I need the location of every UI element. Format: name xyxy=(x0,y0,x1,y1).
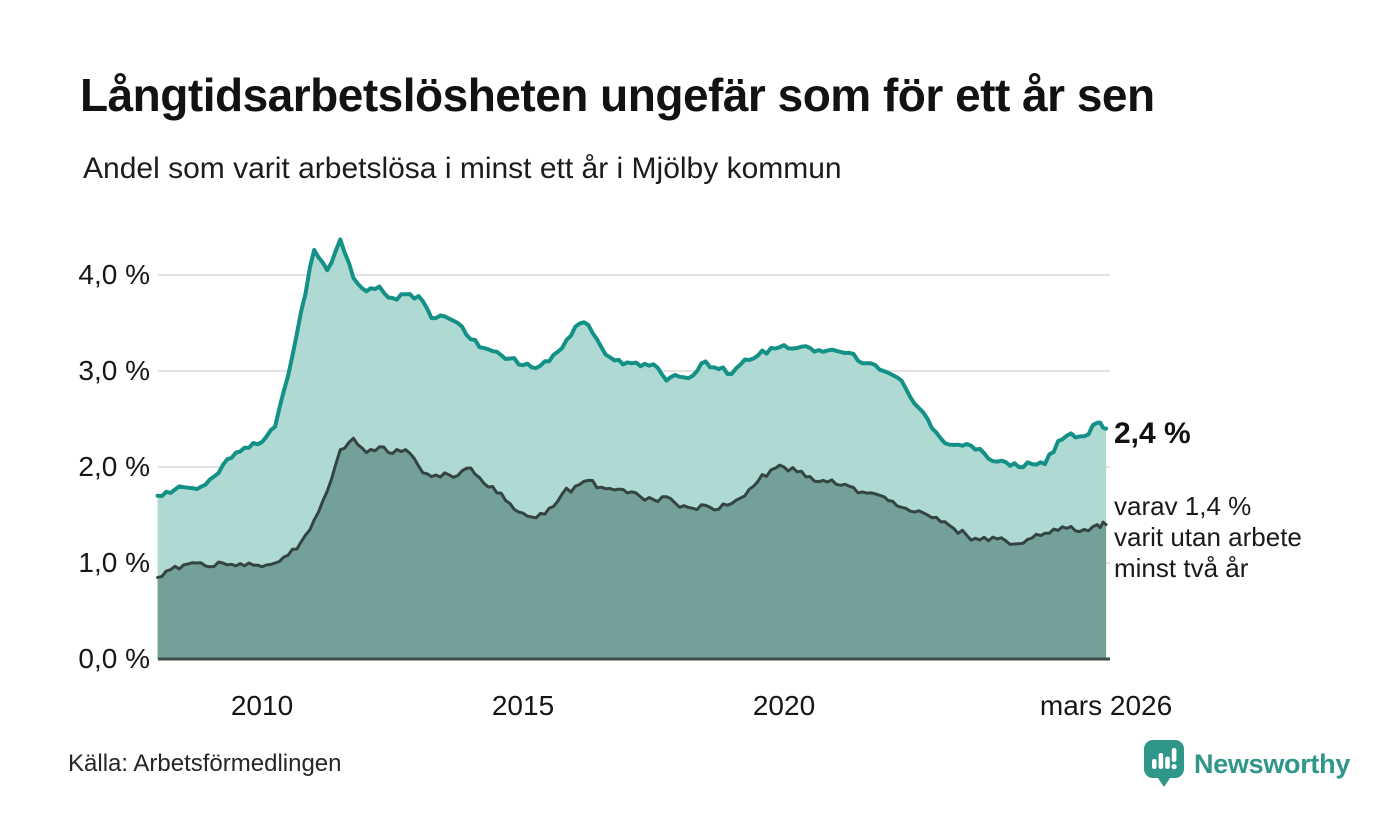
y-axis-tick-label: 4,0 % xyxy=(78,259,150,290)
speech-bubble-shape xyxy=(1144,740,1184,787)
bar-chart-bar-short xyxy=(1152,759,1157,769)
page-title: Långtidsarbetslösheten ungefär som för e… xyxy=(80,69,1155,121)
x-axis-tick-label: mars 2026 xyxy=(1039,690,1173,721)
page-subtitle: Andel som varit arbetslösa i minst ett å… xyxy=(83,152,842,185)
series-line-1 xyxy=(155,237,1109,498)
series-line-2 xyxy=(156,436,1108,579)
series2-annotation: varav 1,4 % varit utan arbete minst två … xyxy=(1114,491,1302,584)
annotation-line-2: varit utan arbete xyxy=(1114,522,1302,552)
source-attribution: Källa: Arbetsförmedlingen xyxy=(68,750,342,777)
newsworthy-logo-text: Newsworthy xyxy=(1194,748,1351,779)
exclamation-stem xyxy=(1171,748,1177,762)
newsworthy-logo-icon xyxy=(1144,740,1184,787)
exclamation-dot xyxy=(1171,764,1177,770)
y-axis-tick-label: 2,0 % xyxy=(78,451,150,482)
x-axis-tick-label: 2010 xyxy=(230,690,294,721)
x-axis-tick-label: 2020 xyxy=(752,690,816,721)
y-axis-tick-label: 0,0 % xyxy=(78,643,150,674)
y-axis-tick-label: 1,0 % xyxy=(78,547,150,578)
bar-chart-bar-tall xyxy=(1158,753,1164,769)
annotation-line-3: minst två år xyxy=(1114,553,1249,583)
x-axis-tick-label: 2015 xyxy=(491,690,555,721)
bar-chart-bar-mid xyxy=(1165,756,1170,769)
newsworthy-logo: Newsworthy xyxy=(1144,740,1350,788)
annotation-line-1: varav 1,4 % xyxy=(1114,491,1252,521)
y-axis-tick-label: 3,0 % xyxy=(78,355,150,386)
end-value-label: 2,4 % xyxy=(1114,417,1191,450)
